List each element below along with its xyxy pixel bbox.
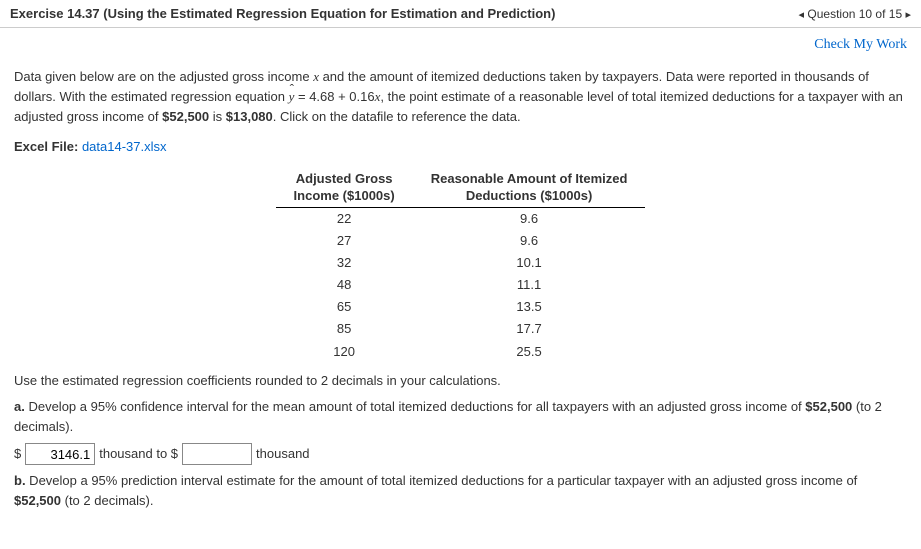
content-area: Data given below are on the adjusted gro…: [0, 57, 921, 531]
next-arrow-icon[interactable]: ▸: [905, 9, 911, 21]
table-cell: 22: [276, 207, 413, 230]
equation-text: = 4.68 + 0.16: [294, 89, 374, 104]
header-line: Reasonable Amount of Itemized: [431, 171, 628, 186]
exercise-title: Exercise 14.37 (Using the Estimated Regr…: [10, 6, 555, 21]
table-cell: 48: [276, 274, 413, 296]
amount-value: $52,500: [14, 493, 61, 508]
dollar-sign: $: [14, 444, 21, 464]
excel-file-link[interactable]: data14-37.xlsx: [82, 139, 167, 154]
part-label: b.: [14, 473, 26, 488]
col-header-income: Adjusted Gross Income ($1000s): [276, 168, 413, 208]
amount-value: $52,500: [805, 399, 852, 414]
table-row: 229.6: [276, 207, 646, 230]
table-row: 8517.7: [276, 318, 646, 340]
answer-text: thousand: [256, 444, 310, 464]
intro-paragraph: Data given below are on the adjusted gro…: [14, 67, 907, 127]
table-cell: 65: [276, 296, 413, 318]
table-cell: 9.6: [413, 230, 646, 252]
excel-file-line: Excel File: data14-37.xlsx: [14, 137, 907, 157]
prev-arrow-icon[interactable]: ◂: [799, 9, 805, 21]
header-line: Adjusted Gross: [296, 171, 393, 186]
table-row: 4811.1: [276, 274, 646, 296]
amount-value: $52,500: [162, 109, 209, 124]
header-line: Deductions ($1000s): [466, 188, 592, 203]
check-my-work-row: Check My Work: [0, 28, 921, 57]
intro-text: . Click on the datafile to reference the…: [273, 109, 521, 124]
table-cell: 11.1: [413, 274, 646, 296]
amount-value: $13,080: [226, 109, 273, 124]
table-cell: 85: [276, 318, 413, 340]
table-cell: 10.1: [413, 252, 646, 274]
data-table: Adjusted Gross Income ($1000s) Reasonabl…: [276, 168, 646, 363]
upper-bound-input[interactable]: [182, 443, 252, 465]
intro-text: Data given below are on the adjusted gro…: [14, 69, 313, 84]
table-cell: 17.7: [413, 318, 646, 340]
part-b: b. Develop a 95% prediction interval est…: [14, 471, 907, 511]
table-row: 12025.5: [276, 341, 646, 363]
table-row: 6513.5: [276, 296, 646, 318]
question-position: Question 10 of 15: [807, 7, 902, 21]
exercise-header: Exercise 14.37 (Using the Estimated Regr…: [0, 0, 921, 28]
table-cell: 25.5: [413, 341, 646, 363]
lower-bound-input[interactable]: [25, 443, 95, 465]
check-my-work-link[interactable]: Check My Work: [814, 37, 907, 52]
question-nav: ◂ Question 10 of 15 ▸: [799, 7, 911, 21]
y-hat: y: [289, 89, 295, 104]
table-cell: 13.5: [413, 296, 646, 318]
intro-text: is: [209, 109, 226, 124]
table-cell: 120: [276, 341, 413, 363]
table-cell: 9.6: [413, 207, 646, 230]
part-text: (to 2 decimals).: [61, 493, 153, 508]
col-header-deductions: Reasonable Amount of Itemized Deductions…: [413, 168, 646, 208]
table-body: 229.6279.63210.14811.16513.58517.712025.…: [276, 207, 646, 362]
part-label: a.: [14, 399, 25, 414]
answer-text: thousand to $: [99, 444, 178, 464]
calc-instruction: Use the estimated regression coefficient…: [14, 371, 907, 391]
part-text: Develop a 95% prediction interval estima…: [26, 473, 858, 488]
excel-label: Excel File:: [14, 139, 78, 154]
answer-row-a: $ thousand to $ thousand: [14, 443, 907, 465]
part-text: Develop a 95% confidence interval for th…: [25, 399, 805, 414]
table-row: 3210.1: [276, 252, 646, 274]
part-a: a. Develop a 95% confidence interval for…: [14, 397, 907, 437]
table-row: 279.6: [276, 230, 646, 252]
table-cell: 27: [276, 230, 413, 252]
table-cell: 32: [276, 252, 413, 274]
header-line: Income ($1000s): [294, 188, 395, 203]
